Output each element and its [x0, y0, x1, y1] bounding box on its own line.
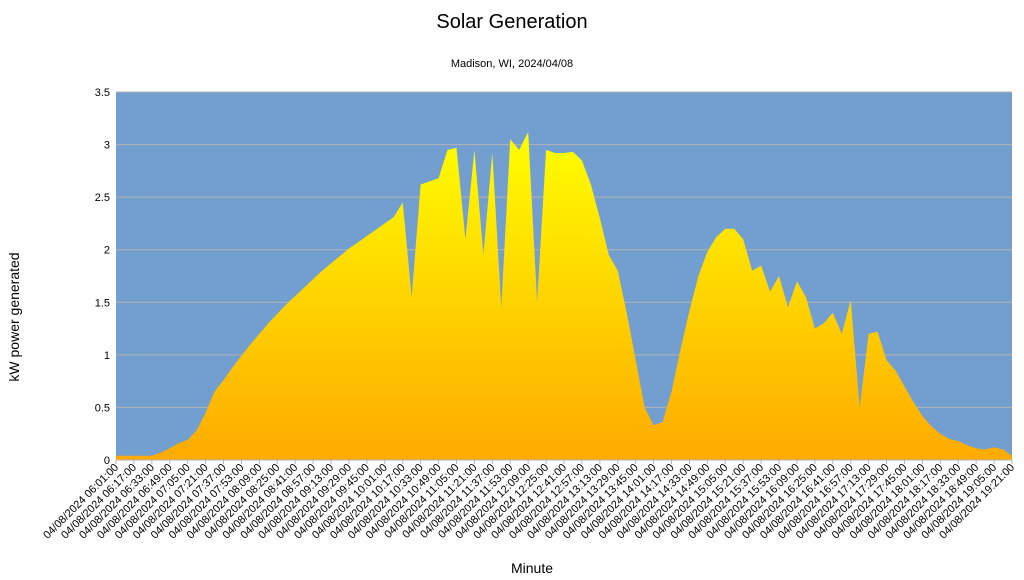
y-tick-label: 3.5 [95, 87, 110, 99]
y-tick-label: 1 [104, 350, 110, 362]
y-tick-label: 2 [104, 245, 110, 257]
y-axis-title: kW power generated [6, 252, 22, 381]
area [116, 131, 1012, 460]
chart-subtitle: Madison, WI, 2024/04/08 [451, 58, 573, 70]
x-axis-title: Minute [511, 560, 553, 576]
y-tick-label: 2.5 [95, 192, 110, 204]
y-tick-label: 3 [104, 140, 110, 152]
y-tick-label: 1.5 [95, 297, 110, 309]
chart-title: Solar Generation [436, 11, 587, 33]
y-tick-label: 0.5 [95, 402, 110, 414]
y-tick-label: 0 [104, 455, 110, 467]
